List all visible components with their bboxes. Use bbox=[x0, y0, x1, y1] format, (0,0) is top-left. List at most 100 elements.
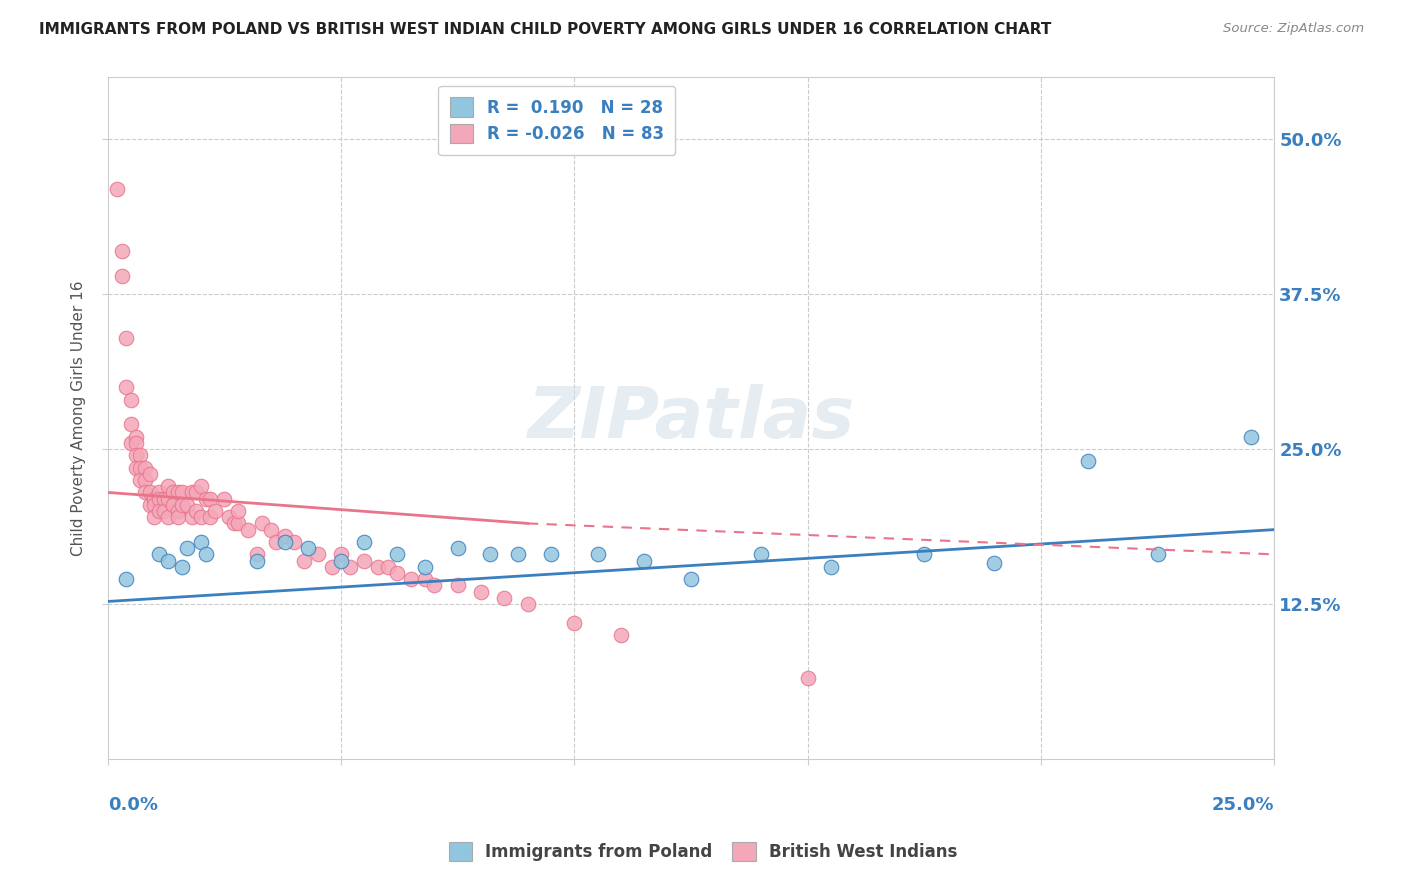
Point bbox=[983, 556, 1005, 570]
Point bbox=[190, 479, 212, 493]
Text: IMMIGRANTS FROM POLAND VS BRITISH WEST INDIAN CHILD POVERTY AMONG GIRLS UNDER 16: IMMIGRANTS FROM POLAND VS BRITISH WEST I… bbox=[39, 22, 1052, 37]
Point bbox=[447, 541, 470, 556]
Point bbox=[120, 417, 142, 432]
Point bbox=[250, 516, 273, 531]
Point bbox=[274, 529, 297, 543]
Point bbox=[330, 548, 353, 562]
Point bbox=[157, 510, 180, 524]
Point bbox=[385, 548, 408, 562]
Point bbox=[540, 548, 562, 562]
Point bbox=[162, 485, 184, 500]
Point bbox=[681, 572, 703, 586]
Point bbox=[385, 566, 408, 580]
Point bbox=[246, 548, 269, 562]
Point bbox=[157, 491, 180, 506]
Point bbox=[367, 559, 389, 574]
Point bbox=[148, 485, 170, 500]
Point bbox=[157, 479, 180, 493]
Point bbox=[399, 572, 422, 586]
Point bbox=[479, 548, 502, 562]
Point bbox=[610, 628, 633, 642]
Point bbox=[516, 597, 538, 611]
Legend: R =  0.190   N = 28, R = -0.026   N = 83: R = 0.190 N = 28, R = -0.026 N = 83 bbox=[439, 86, 675, 155]
Text: 25.0%: 25.0% bbox=[1212, 797, 1274, 814]
Point bbox=[115, 330, 138, 344]
Point bbox=[120, 392, 142, 407]
Point bbox=[166, 485, 188, 500]
Point bbox=[190, 535, 212, 549]
Point bbox=[1146, 548, 1168, 562]
Point bbox=[413, 572, 436, 586]
Point bbox=[564, 615, 586, 630]
Point bbox=[172, 559, 194, 574]
Point bbox=[321, 559, 343, 574]
Point bbox=[172, 485, 194, 500]
Point bbox=[134, 473, 156, 487]
Point bbox=[139, 485, 162, 500]
Point bbox=[508, 548, 530, 562]
Point bbox=[200, 491, 222, 506]
Point bbox=[120, 436, 142, 450]
Point bbox=[307, 548, 329, 562]
Point bbox=[129, 473, 152, 487]
Point bbox=[797, 671, 820, 685]
Point bbox=[413, 559, 436, 574]
Point bbox=[143, 491, 166, 506]
Point bbox=[912, 548, 935, 562]
Point bbox=[246, 553, 269, 567]
Point bbox=[180, 485, 202, 500]
Point bbox=[148, 548, 170, 562]
Point bbox=[172, 498, 194, 512]
Point bbox=[204, 504, 226, 518]
Point bbox=[470, 584, 492, 599]
Point bbox=[190, 510, 212, 524]
Point bbox=[283, 535, 305, 549]
Point bbox=[222, 516, 245, 531]
Point bbox=[125, 460, 148, 475]
Point bbox=[297, 541, 319, 556]
Point bbox=[143, 498, 166, 512]
Point bbox=[115, 572, 138, 586]
Y-axis label: Child Poverty Among Girls Under 16: Child Poverty Among Girls Under 16 bbox=[72, 280, 86, 556]
Point bbox=[494, 591, 516, 605]
Point bbox=[377, 559, 399, 574]
Point bbox=[339, 559, 361, 574]
Point bbox=[157, 553, 180, 567]
Point bbox=[1240, 430, 1263, 444]
Point bbox=[186, 485, 208, 500]
Point bbox=[148, 504, 170, 518]
Point bbox=[125, 430, 148, 444]
Point bbox=[423, 578, 446, 592]
Point bbox=[111, 268, 134, 283]
Point bbox=[143, 510, 166, 524]
Text: Source: ZipAtlas.com: Source: ZipAtlas.com bbox=[1223, 22, 1364, 36]
Point bbox=[633, 553, 655, 567]
Point bbox=[447, 578, 470, 592]
Point bbox=[152, 504, 174, 518]
Point bbox=[134, 485, 156, 500]
Point bbox=[264, 535, 287, 549]
Point bbox=[152, 491, 174, 506]
Point bbox=[125, 448, 148, 462]
Point bbox=[330, 553, 353, 567]
Point bbox=[129, 448, 152, 462]
Point bbox=[139, 498, 162, 512]
Point bbox=[148, 491, 170, 506]
Point bbox=[292, 553, 315, 567]
Point bbox=[186, 504, 208, 518]
Point bbox=[236, 523, 259, 537]
Point bbox=[105, 182, 128, 196]
Point bbox=[260, 523, 283, 537]
Point bbox=[820, 559, 842, 574]
Point bbox=[200, 510, 222, 524]
Point bbox=[353, 535, 375, 549]
Point bbox=[194, 548, 217, 562]
Point bbox=[129, 460, 152, 475]
Point bbox=[166, 510, 188, 524]
Point bbox=[228, 504, 250, 518]
Text: ZIPatlas: ZIPatlas bbox=[527, 384, 855, 452]
Point bbox=[176, 498, 198, 512]
Point bbox=[180, 510, 202, 524]
Text: 0.0%: 0.0% bbox=[108, 797, 157, 814]
Point bbox=[228, 516, 250, 531]
